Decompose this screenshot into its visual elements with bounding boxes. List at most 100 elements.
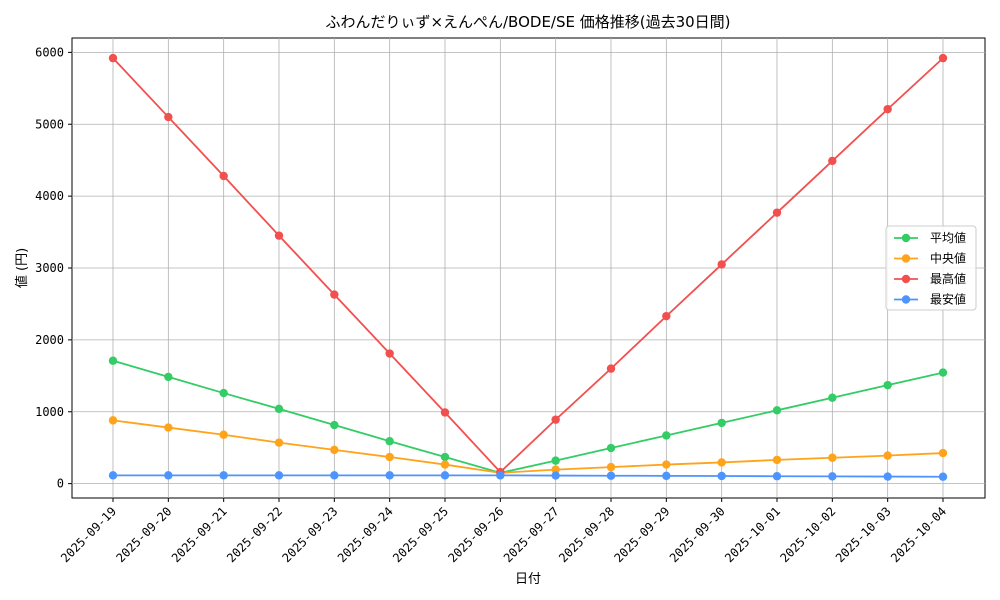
x-tick-label: 2025-10-02 [777,504,838,565]
x-tick-label: 2025-09-19 [58,504,119,565]
data-point [883,104,892,114]
data-point [164,372,173,382]
data-point [330,420,339,430]
legend-marker [901,254,911,263]
legend-box [885,225,977,311]
data-point [551,415,560,424]
x-tick-label: 2025-09-26 [445,504,506,565]
data-point [606,443,616,453]
data-point [164,112,173,122]
series-layer [108,53,948,481]
data-point [108,416,118,425]
series-line [112,57,944,474]
x-tick-label: 2025-09-27 [501,504,562,565]
data-point [772,472,782,481]
legend-marker [901,295,911,304]
data-point [938,472,948,481]
data-point [219,430,228,439]
series-line [112,419,944,474]
data-point [717,260,726,269]
data-point [551,456,560,465]
data-point [772,208,782,217]
data-point [883,472,892,481]
y-tick-label: 4000 [35,189,64,203]
data-point [385,437,394,446]
x-axis-title: 日付 [515,572,541,587]
data-point [440,452,450,462]
x-axis-ticks: 2025-09-192025-09-202025-09-212025-09-22… [58,498,949,565]
legend-label: 平均値 [930,230,966,245]
data-point [828,453,837,462]
data-point [330,445,339,455]
data-point [717,458,726,467]
data-point [938,368,948,377]
data-point [717,418,726,428]
x-tick-label: 2025-09-23 [279,504,340,565]
data-point [662,460,671,469]
data-point [219,171,228,181]
data-point [219,471,228,480]
data-point [828,472,837,481]
data-point [385,349,394,358]
data-point [662,311,671,321]
data-point [108,53,118,63]
data-point [828,393,837,402]
data-point [330,471,339,480]
data-point [385,471,394,480]
data-point [440,471,450,480]
data-point [440,460,450,469]
x-tick-label: 2025-09-21 [169,504,230,565]
x-tick-label: 2025-09-20 [113,504,174,565]
data-point [164,471,173,480]
data-point [274,438,284,447]
data-point [551,471,560,480]
data-point [108,356,118,365]
data-point [772,455,782,465]
legend-marker [901,233,911,243]
data-point [440,408,450,417]
data-point [496,471,505,480]
x-tick-label: 2025-10-01 [722,504,783,565]
chart-title: ふわんだりぃず×えんぺん/BODE/SE 価格推移(過去30日間) [325,13,730,31]
legend-marker [901,274,911,284]
data-point [938,448,948,458]
legend-label: 最高値 [930,271,966,286]
series-2 [108,53,948,477]
legend-label: 最安値 [930,292,966,307]
data-point [938,53,948,63]
data-point [274,231,284,240]
y-tick-label: 6000 [35,45,64,59]
x-tick-label: 2025-10-04 [888,504,949,565]
data-point [662,431,671,440]
y-tick-label: 5000 [35,117,64,131]
data-point [662,471,671,481]
series-line [113,474,944,478]
data-point [828,156,837,166]
data-point [164,423,173,432]
y-axis-ticks: 0 1000 2000 3000 4000 5000 6000 [35,45,72,491]
data-point [385,452,394,462]
grid [72,38,985,498]
series-1 [108,416,948,478]
data-point [274,471,284,480]
data-point [606,364,616,373]
y-tick-label: 1000 [35,405,64,419]
data-point [219,388,228,398]
y-tick-label: 3000 [35,261,64,275]
data-point [551,465,560,474]
x-tick-label: 2025-09-22 [224,504,285,565]
x-tick-label: 2025-10-03 [833,504,894,565]
x-tick-label: 2025-09-29 [611,504,672,565]
x-tick-label: 2025-09-24 [335,504,396,565]
x-tick-label: 2025-09-30 [667,504,728,565]
series-line [112,359,944,474]
series-3 [108,471,948,481]
y-tick-label: 0 [57,477,64,491]
data-point [108,471,118,480]
data-point [330,290,339,299]
data-point [883,451,892,460]
data-point [606,471,616,480]
data-point [772,406,782,415]
